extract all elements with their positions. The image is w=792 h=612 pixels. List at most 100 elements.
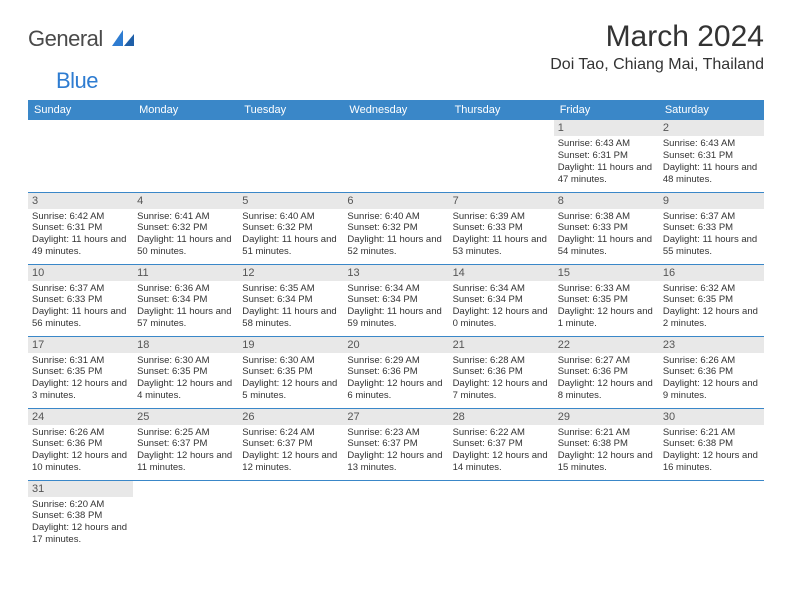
day-details: Sunrise: 6:43 AMSunset: 6:31 PMDaylight:… [659,136,764,190]
day-number: 13 [343,265,448,281]
header: General Blue March 2024 Doi Tao, Chiang … [28,20,764,94]
day-header: Thursday [449,100,554,120]
calendar-week-row: 24Sunrise: 6:26 AMSunset: 6:36 PMDayligh… [28,408,764,480]
calendar-cell: 11Sunrise: 6:36 AMSunset: 6:34 PMDayligh… [133,264,238,336]
day-details: Sunrise: 6:37 AMSunset: 6:33 PMDaylight:… [28,281,133,335]
day-number: 10 [28,265,133,281]
day-details: Sunrise: 6:30 AMSunset: 6:35 PMDaylight:… [133,353,238,407]
calendar-cell: 28Sunrise: 6:22 AMSunset: 6:37 PMDayligh… [449,408,554,480]
calendar-cell: 29Sunrise: 6:21 AMSunset: 6:38 PMDayligh… [554,408,659,480]
calendar-cell [449,120,554,192]
calendar-cell: 1Sunrise: 6:43 AMSunset: 6:31 PMDaylight… [554,120,659,192]
day-header: Wednesday [343,100,448,120]
day-details: Sunrise: 6:25 AMSunset: 6:37 PMDaylight:… [133,425,238,479]
logo-sail-icon [112,26,134,52]
month-title: March 2024 [550,20,764,54]
day-number: 26 [238,409,343,425]
day-number: 16 [659,265,764,281]
calendar-cell [343,120,448,192]
calendar-cell: 9Sunrise: 6:37 AMSunset: 6:33 PMDaylight… [659,192,764,264]
calendar-cell: 8Sunrise: 6:38 AMSunset: 6:33 PMDaylight… [554,192,659,264]
calendar-cell [133,480,238,552]
calendar-cell [28,120,133,192]
calendar-cell: 19Sunrise: 6:30 AMSunset: 6:35 PMDayligh… [238,336,343,408]
day-details: Sunrise: 6:35 AMSunset: 6:34 PMDaylight:… [238,281,343,335]
day-number: 22 [554,337,659,353]
day-number: 31 [28,481,133,497]
day-details: Sunrise: 6:34 AMSunset: 6:34 PMDaylight:… [449,281,554,335]
calendar-week-row: 31Sunrise: 6:20 AMSunset: 6:38 PMDayligh… [28,480,764,552]
calendar-cell [554,480,659,552]
day-details: Sunrise: 6:27 AMSunset: 6:36 PMDaylight:… [554,353,659,407]
calendar-cell: 18Sunrise: 6:30 AMSunset: 6:35 PMDayligh… [133,336,238,408]
calendar-cell: 6Sunrise: 6:40 AMSunset: 6:32 PMDaylight… [343,192,448,264]
calendar-week-row: 1Sunrise: 6:43 AMSunset: 6:31 PMDaylight… [28,120,764,192]
logo-text-1: General [28,26,103,51]
calendar-cell: 3Sunrise: 6:42 AMSunset: 6:31 PMDaylight… [28,192,133,264]
day-number: 25 [133,409,238,425]
calendar-week-row: 10Sunrise: 6:37 AMSunset: 6:33 PMDayligh… [28,264,764,336]
calendar-cell: 27Sunrise: 6:23 AMSunset: 6:37 PMDayligh… [343,408,448,480]
day-details: Sunrise: 6:21 AMSunset: 6:38 PMDaylight:… [554,425,659,479]
calendar-cell: 26Sunrise: 6:24 AMSunset: 6:37 PMDayligh… [238,408,343,480]
day-header: Saturday [659,100,764,120]
day-details: Sunrise: 6:24 AMSunset: 6:37 PMDaylight:… [238,425,343,479]
day-number: 1 [554,120,659,136]
day-details: Sunrise: 6:40 AMSunset: 6:32 PMDaylight:… [238,209,343,263]
day-number: 17 [28,337,133,353]
logo-text-2: Blue [56,68,98,93]
day-number: 24 [28,409,133,425]
calendar-cell: 31Sunrise: 6:20 AMSunset: 6:38 PMDayligh… [28,480,133,552]
calendar-cell [449,480,554,552]
calendar-table: SundayMondayTuesdayWednesdayThursdayFrid… [28,100,764,552]
day-number: 19 [238,337,343,353]
calendar-cell [133,120,238,192]
day-details: Sunrise: 6:20 AMSunset: 6:38 PMDaylight:… [28,497,133,551]
day-number: 9 [659,193,764,209]
calendar-cell: 22Sunrise: 6:27 AMSunset: 6:36 PMDayligh… [554,336,659,408]
day-number: 15 [554,265,659,281]
day-details: Sunrise: 6:28 AMSunset: 6:36 PMDaylight:… [449,353,554,407]
calendar-header-row: SundayMondayTuesdayWednesdayThursdayFrid… [28,100,764,120]
day-details: Sunrise: 6:34 AMSunset: 6:34 PMDaylight:… [343,281,448,335]
calendar-cell: 12Sunrise: 6:35 AMSunset: 6:34 PMDayligh… [238,264,343,336]
day-details: Sunrise: 6:38 AMSunset: 6:33 PMDaylight:… [554,209,659,263]
day-header: Friday [554,100,659,120]
day-details: Sunrise: 6:37 AMSunset: 6:33 PMDaylight:… [659,209,764,263]
day-header: Tuesday [238,100,343,120]
day-number: 3 [28,193,133,209]
calendar-week-row: 3Sunrise: 6:42 AMSunset: 6:31 PMDaylight… [28,192,764,264]
day-details: Sunrise: 6:26 AMSunset: 6:36 PMDaylight:… [28,425,133,479]
calendar-cell: 21Sunrise: 6:28 AMSunset: 6:36 PMDayligh… [449,336,554,408]
calendar-cell: 23Sunrise: 6:26 AMSunset: 6:36 PMDayligh… [659,336,764,408]
calendar-cell [343,480,448,552]
day-details: Sunrise: 6:23 AMSunset: 6:37 PMDaylight:… [343,425,448,479]
day-number: 2 [659,120,764,136]
day-number: 20 [343,337,448,353]
day-details: Sunrise: 6:31 AMSunset: 6:35 PMDaylight:… [28,353,133,407]
day-details: Sunrise: 6:40 AMSunset: 6:32 PMDaylight:… [343,209,448,263]
day-number: 29 [554,409,659,425]
day-details: Sunrise: 6:42 AMSunset: 6:31 PMDaylight:… [28,209,133,263]
calendar-cell: 13Sunrise: 6:34 AMSunset: 6:34 PMDayligh… [343,264,448,336]
day-details: Sunrise: 6:33 AMSunset: 6:35 PMDaylight:… [554,281,659,335]
title-block: March 2024 Doi Tao, Chiang Mai, Thailand [550,20,764,74]
day-number: 14 [449,265,554,281]
day-details: Sunrise: 6:30 AMSunset: 6:35 PMDaylight:… [238,353,343,407]
day-header: Sunday [28,100,133,120]
calendar-cell: 14Sunrise: 6:34 AMSunset: 6:34 PMDayligh… [449,264,554,336]
day-details: Sunrise: 6:26 AMSunset: 6:36 PMDaylight:… [659,353,764,407]
day-number: 23 [659,337,764,353]
calendar-cell [238,120,343,192]
day-number: 28 [449,409,554,425]
day-number: 21 [449,337,554,353]
calendar-cell: 16Sunrise: 6:32 AMSunset: 6:35 PMDayligh… [659,264,764,336]
day-details: Sunrise: 6:36 AMSunset: 6:34 PMDaylight:… [133,281,238,335]
calendar-cell: 15Sunrise: 6:33 AMSunset: 6:35 PMDayligh… [554,264,659,336]
calendar-cell: 30Sunrise: 6:21 AMSunset: 6:38 PMDayligh… [659,408,764,480]
day-number: 5 [238,193,343,209]
day-details: Sunrise: 6:21 AMSunset: 6:38 PMDaylight:… [659,425,764,479]
day-details: Sunrise: 6:32 AMSunset: 6:35 PMDaylight:… [659,281,764,335]
calendar-cell: 2Sunrise: 6:43 AMSunset: 6:31 PMDaylight… [659,120,764,192]
day-number: 11 [133,265,238,281]
